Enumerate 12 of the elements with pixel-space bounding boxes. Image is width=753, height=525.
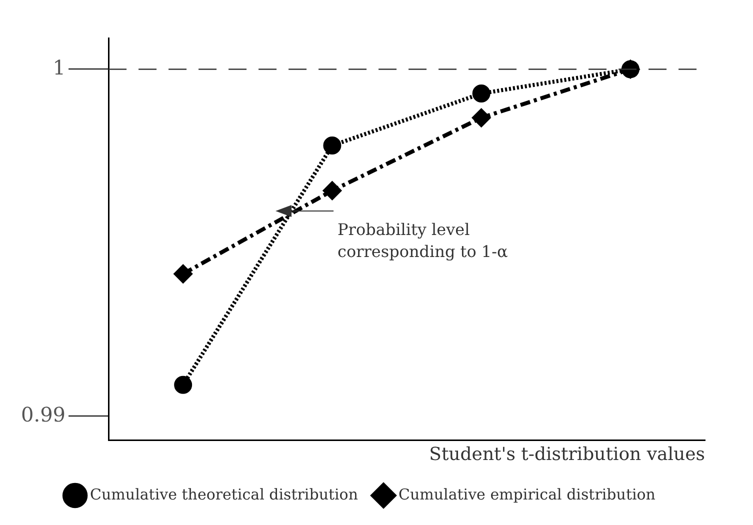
annotation: Probability level corresponding to 1-α [338, 220, 508, 262]
point [472, 84, 490, 103]
point [323, 136, 342, 155]
point [174, 376, 192, 394]
point [472, 108, 490, 127]
y-tick-label: 1 [52, 55, 66, 80]
x-axis-title: Student's t-distribution values [429, 444, 705, 465]
y-tick-label: 0.99 [21, 402, 66, 426]
legend-label: Cumulative theoretical distribution [90, 485, 358, 504]
legend-label: Cumulative empirical distribution [398, 485, 656, 504]
point [174, 264, 192, 283]
point [323, 182, 342, 200]
